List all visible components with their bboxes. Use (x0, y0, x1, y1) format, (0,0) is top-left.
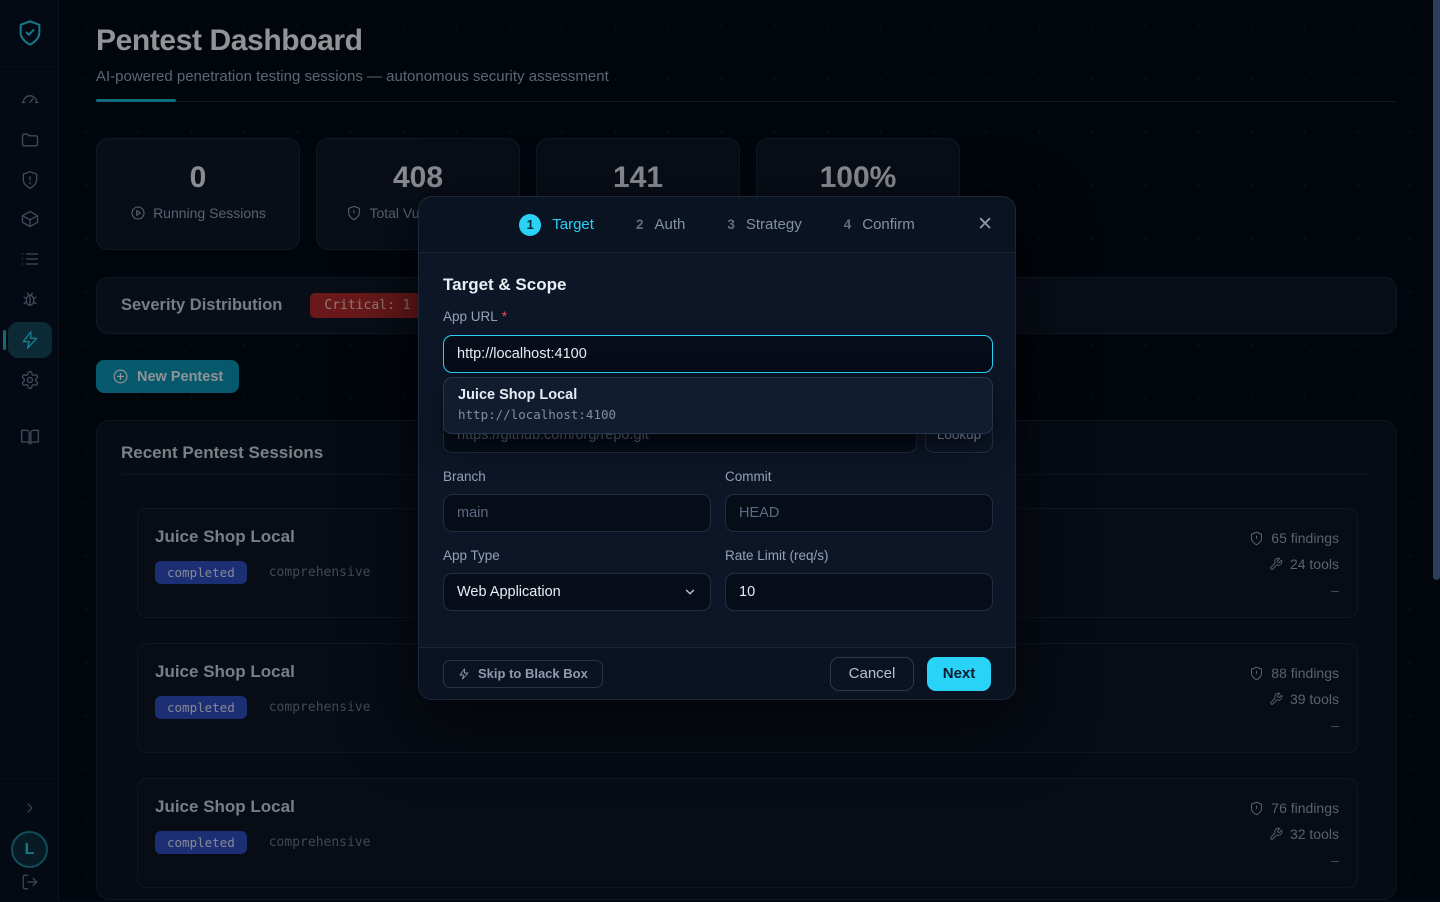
app-type-value: Web Application (457, 584, 561, 600)
commit-input[interactable] (725, 494, 993, 532)
branch-label: Branch (443, 469, 486, 484)
close-icon[interactable]: ✕ (977, 213, 993, 236)
step-number: 3 (727, 217, 735, 232)
required-asterisk: * (502, 309, 507, 324)
cancel-button[interactable]: Cancel (830, 657, 914, 691)
suggestion-title: Juice Shop Local (458, 387, 978, 403)
step-label: Auth (654, 216, 685, 233)
step-number: 4 (844, 217, 852, 232)
app-url-input[interactable] (443, 335, 993, 373)
url-suggestion-item[interactable]: Juice Shop Local http://localhost:4100 (443, 377, 993, 434)
rate-limit-label: Rate Limit (req/s) (725, 548, 829, 563)
new-pentest-modal: 1 Target 2 Auth 3 Strategy 4 Confirm ✕ T… (418, 196, 1016, 700)
step-number: 2 (636, 217, 644, 232)
skip-label: Skip to Black Box (478, 666, 588, 681)
app-url-label: App URL* (443, 309, 507, 324)
next-button[interactable]: Next (927, 657, 991, 691)
modal-body: Target & Scope App URL* Juice Shop Local… (419, 253, 1015, 647)
step-confirm[interactable]: 4 Confirm (844, 216, 915, 233)
rate-limit-input[interactable] (725, 573, 993, 611)
skip-black-box-button[interactable]: Skip to Black Box (443, 660, 603, 688)
lightning-icon (458, 668, 470, 680)
step-target[interactable]: 1 Target (519, 214, 594, 236)
commit-label: Commit (725, 469, 772, 484)
wizard-steps: 1 Target 2 Auth 3 Strategy 4 Confirm ✕ (419, 197, 1015, 253)
modal-heading: Target & Scope (443, 275, 566, 295)
step-number-active: 1 (519, 214, 541, 236)
step-auth[interactable]: 2 Auth (636, 216, 685, 233)
step-label: Strategy (746, 216, 802, 233)
app-type-label: App Type (443, 548, 500, 563)
app-type-select[interactable]: Web Application (443, 573, 711, 611)
branch-input[interactable] (443, 494, 711, 532)
scrollbar-thumb[interactable] (1433, 0, 1440, 580)
step-strategy[interactable]: 3 Strategy (727, 216, 801, 233)
suggestion-url: http://localhost:4100 (458, 407, 978, 422)
step-label: Confirm (862, 216, 915, 233)
modal-footer: Skip to Black Box Cancel Next (419, 647, 1015, 699)
chevron-down-icon (683, 585, 697, 599)
step-label: Target (552, 216, 594, 233)
